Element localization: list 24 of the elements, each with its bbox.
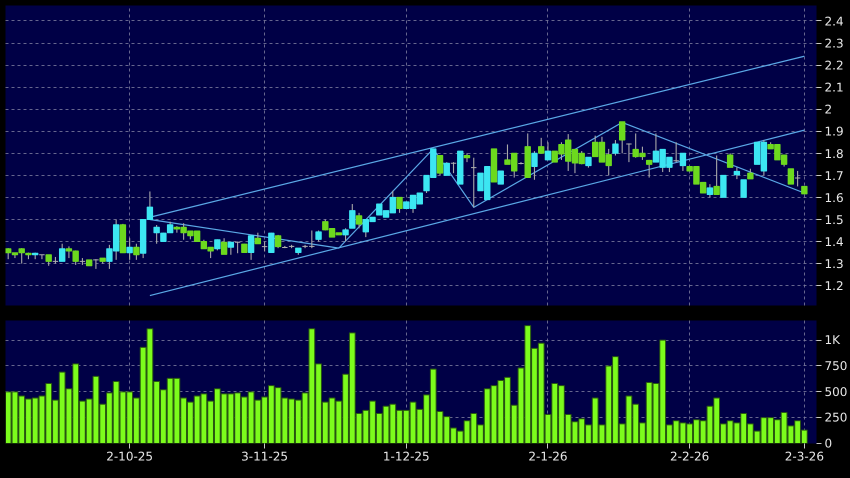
x-tick-label: 2-10-25 (106, 450, 154, 464)
y-tick-label: 1.9 (824, 124, 844, 139)
y-tick-label: 1.2 (824, 279, 844, 294)
y-tick-label: 1.6 (824, 190, 844, 205)
y-tick-label: 1.5 (824, 212, 844, 227)
y-tick-label: 1K (824, 333, 842, 348)
y-tick-label: 2.1 (824, 80, 844, 95)
y-tick-label: 1.7 (824, 168, 844, 183)
y-tick-label: 2 (824, 102, 832, 117)
x-tick-label: 2-2-26 (670, 450, 710, 464)
x-tick-label: 3-11-25 (241, 450, 288, 464)
y-tick-label: 500 (824, 384, 848, 399)
y-tick-label: 2.4 (824, 14, 844, 28)
x-tick-label: 2-3-26 (784, 450, 824, 464)
y-tick-label: 1.4 (824, 235, 844, 250)
y-tick-label: 750 (824, 358, 848, 373)
x-tick-label: 1-12-25 (382, 450, 430, 464)
x-tick-label: 2-1-26 (528, 450, 568, 464)
y-tick-label: 2.3 (824, 36, 844, 50)
y-tick-label: 2.2 (824, 58, 844, 73)
y-tick-label: 1.8 (824, 146, 844, 161)
y-tick-label: 250 (824, 410, 848, 425)
y-tick-label: 0 (824, 436, 832, 450)
y-tick-label: 1.3 (824, 257, 844, 272)
